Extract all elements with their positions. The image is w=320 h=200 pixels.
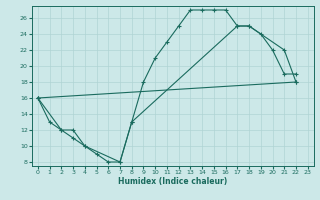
X-axis label: Humidex (Indice chaleur): Humidex (Indice chaleur) (118, 177, 228, 186)
